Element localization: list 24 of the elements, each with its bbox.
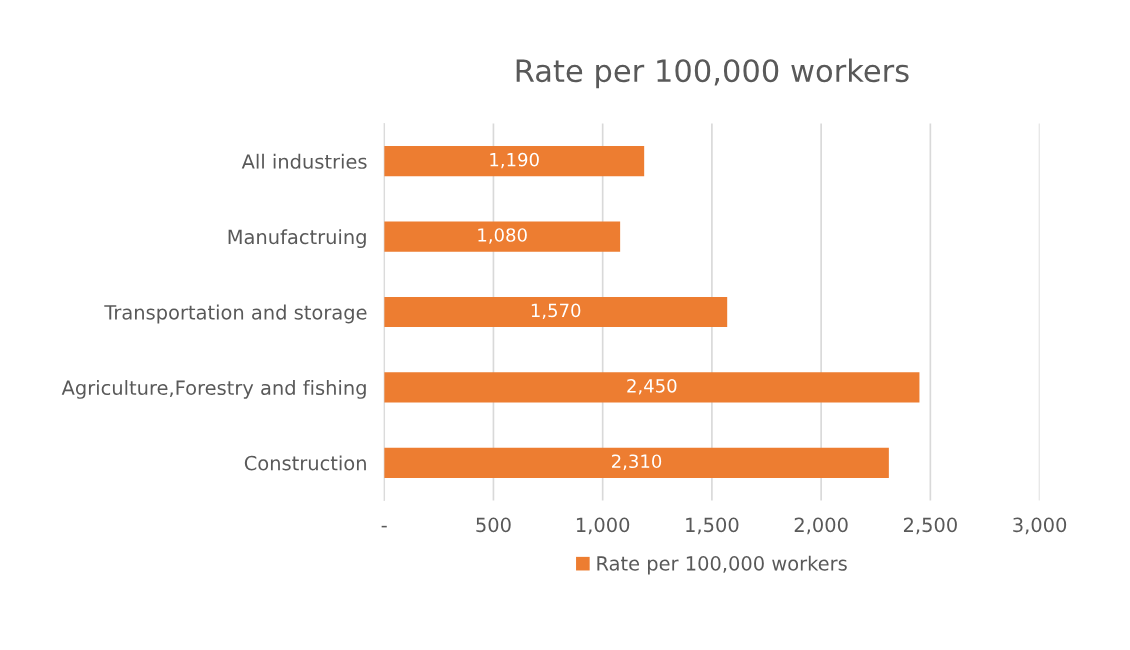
x-tick-label: 3,000 bbox=[1013, 517, 1067, 535]
y-tick-label: Manufactruing bbox=[228, 229, 366, 249]
y-tick-label: All industries bbox=[241, 153, 367, 169]
bar bbox=[384, 296, 728, 328]
data-label: 1,190 bbox=[490, 152, 539, 169]
y-tick-label: Agriculture,Forestry and fishing bbox=[61, 380, 366, 399]
bar bbox=[384, 372, 920, 403]
bar bbox=[384, 447, 889, 478]
x-tick-label: 1,000 bbox=[576, 517, 630, 535]
data-label: 1,570 bbox=[531, 303, 581, 320]
x-tick-label: 500 bbox=[476, 517, 511, 533]
data-label: 2,450 bbox=[627, 378, 677, 395]
x-tick-label: - bbox=[381, 525, 387, 528]
data-label: 1,080 bbox=[478, 228, 527, 244]
bar bbox=[384, 221, 621, 252]
data-label: 2,310 bbox=[612, 454, 662, 470]
bar bbox=[384, 146, 645, 177]
x-tick-label: 2,000 bbox=[794, 517, 848, 535]
legend-label: Rate per 100,000 workers bbox=[597, 555, 847, 575]
x-tick-label: 1,500 bbox=[686, 517, 739, 535]
y-tick-label: Construction bbox=[244, 455, 366, 471]
chart-title: Rate per 100,000 workers bbox=[516, 58, 909, 89]
y-tick-label: Transportation and storage bbox=[104, 304, 367, 324]
x-tick-label: 2,500 bbox=[903, 517, 957, 535]
